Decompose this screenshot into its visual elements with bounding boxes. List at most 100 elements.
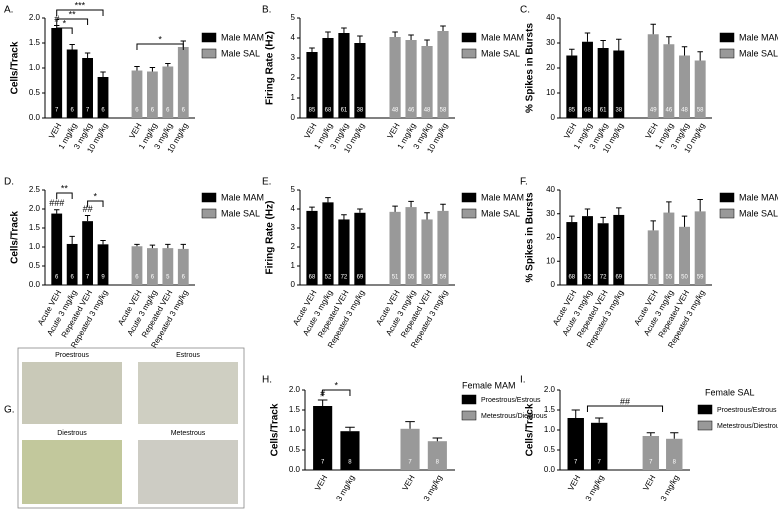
count-label: 72 [600,275,607,281]
significance-bracket [56,9,104,16]
error-bar [666,36,672,45]
legend-title: Female MAM [462,380,516,390]
panel-label: I. [520,375,526,386]
bar [567,418,584,470]
error-bar [149,244,156,249]
count-label: 6 [135,275,139,281]
error-bar [432,437,443,442]
x-tick-label: VEH [566,473,582,492]
significance-bracket [56,192,73,199]
significance-bracket [586,405,664,412]
legend-swatch [719,208,735,219]
legend-label: Male SAL [739,48,778,58]
legend-swatch [461,32,477,43]
error-bar [345,426,355,432]
count-label: 58 [697,108,704,114]
bar [131,246,143,285]
error-bar [165,243,171,249]
legend-label: Male MAM [739,32,778,42]
y-tick-label: 0.5 [29,88,41,97]
significance-bracket [136,43,184,50]
panel-label: A. [4,5,13,16]
error-bar [571,409,580,418]
y-tick-label: 30 [546,209,555,218]
panel-label: G. [4,405,15,416]
annotation: ## [83,204,93,214]
count-label: 48 [392,108,399,114]
legend-label: Male SAL [221,208,260,218]
y-tick-label: 0 [291,280,296,289]
bar [437,31,449,118]
bar [389,37,401,118]
error-bar [325,31,331,38]
y-tick-label: 0.0 [29,280,41,289]
error-bar [84,214,91,222]
bar [162,248,174,285]
bar [177,248,189,285]
y-tick-label: 40 [546,13,555,22]
error-bar [357,208,363,213]
x-tick-label: VEH [386,121,402,140]
bar [427,441,447,470]
error-bar [408,34,414,40]
bar [82,58,93,118]
bar [663,44,675,118]
image-caption: Estrous [176,352,200,359]
count-label: 55 [666,275,673,281]
y-tick-label: 0 [551,113,556,122]
count-label: 68 [584,108,591,114]
x-tick-label: 3 mg/kg [659,474,681,503]
x-tick-label: VEH [401,473,417,492]
legend-swatch [461,208,477,219]
count-label: 6 [135,108,139,114]
y-tick-label: 3 [291,223,296,232]
error-bar [392,31,398,37]
count-label: 6 [101,108,105,114]
count-label: 7 [574,460,578,466]
y-tick-label: 0.0 [544,465,556,474]
micrograph [22,362,122,424]
annotation: ** [61,183,69,193]
legend-swatch [461,192,477,203]
count-label: 6 [70,108,74,114]
count-label: 7 [86,108,90,114]
bar [613,50,625,118]
y-tick-label: 0.0 [289,465,301,474]
y-tick-label: 1.0 [29,63,41,72]
y-tick-label: 4 [291,33,296,42]
bar [642,436,660,470]
count-label: 48 [424,108,431,114]
y-tick-label: 1.0 [289,425,301,434]
bar [131,70,143,118]
bar [97,77,109,118]
legend-label: Proestrous/Estrous [717,407,777,414]
error-bar [309,206,315,211]
legend-swatch [201,48,217,59]
bar [566,222,578,285]
y-tick-label: 0 [291,113,296,122]
count-label: 68 [568,275,575,281]
legend-label: Male MAM [221,192,264,202]
count-label: 9 [101,275,105,281]
bar [590,422,608,470]
bar [338,33,350,118]
bar [613,214,625,285]
bar [663,212,675,285]
error-bar [149,67,156,72]
count-label: 69 [615,275,622,281]
panel-label: B. [262,5,271,16]
count-label: 85 [309,108,316,114]
bar [340,431,360,470]
error-bar [584,32,591,42]
y-tick-label: 20 [546,63,555,72]
y-tick-label: 2.5 [29,185,41,194]
error-bar [392,205,398,212]
count-label: 52 [325,275,332,281]
legend-swatch [697,404,713,415]
count-label: 50 [424,275,431,281]
annotation: ### [49,198,64,208]
bar [679,55,690,118]
y-tick-label: 1.5 [29,223,41,232]
bar [597,48,609,118]
